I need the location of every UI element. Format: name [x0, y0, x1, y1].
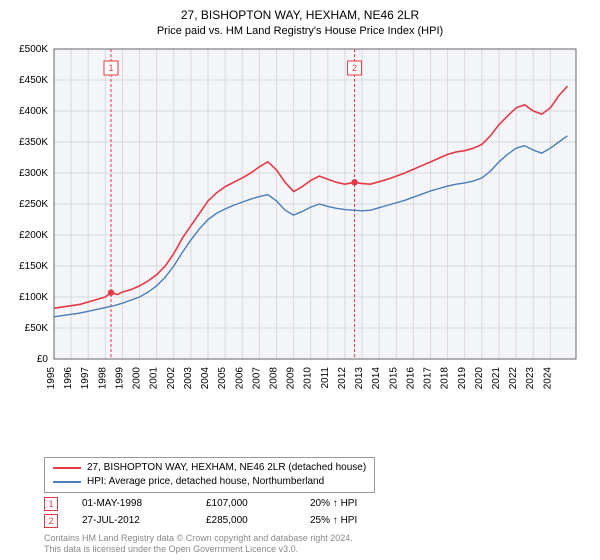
svg-text:£50K: £50K	[25, 323, 49, 334]
svg-text:£350K: £350K	[19, 137, 48, 148]
marker-badge-1: 1	[44, 497, 58, 511]
svg-text:2010: 2010	[303, 366, 314, 389]
marker-hpi-2: 25% ↑ HPI	[310, 515, 357, 526]
svg-text:2: 2	[352, 63, 357, 73]
svg-text:£500K: £500K	[19, 44, 48, 55]
legend-label-hpi: HPI: Average price, detached house, Nort…	[87, 475, 324, 489]
svg-text:2015: 2015	[388, 366, 399, 389]
svg-text:2023: 2023	[525, 366, 536, 389]
svg-text:£250K: £250K	[19, 199, 48, 210]
svg-text:2011: 2011	[320, 366, 331, 388]
footer-line-2: This data is licensed under the Open Gov…	[44, 544, 590, 556]
svg-text:2014: 2014	[371, 366, 382, 389]
svg-text:1996: 1996	[63, 366, 74, 389]
svg-text:2020: 2020	[474, 366, 485, 389]
line-chart-svg: £0 £50K £100K £150K £200K £250K £300K £350K £400…	[10, 43, 590, 401]
svg-text:1: 1	[108, 63, 113, 73]
svg-text:2009: 2009	[286, 366, 297, 389]
svg-text:£400K: £400K	[19, 106, 48, 117]
chart-area: £0 £50K £100K £150K £200K £250K £300K £350K £400…	[10, 43, 590, 453]
legend-label-property: 27, BISHOPTON WAY, HEXHAM, NE46 2LR (det…	[87, 461, 366, 475]
svg-text:2000: 2000	[132, 366, 143, 389]
svg-text:£100K: £100K	[19, 292, 48, 303]
svg-text:2013: 2013	[354, 366, 365, 389]
svg-text:2019: 2019	[457, 366, 468, 389]
marker-table: 1 01-MAY-1998 £107,000 20% ↑ HPI 2 27-JU…	[44, 497, 590, 531]
marker-badge-2: 2	[44, 514, 58, 528]
svg-text:1999: 1999	[114, 366, 125, 389]
svg-text:2003: 2003	[183, 366, 194, 389]
svg-text:£450K: £450K	[19, 75, 48, 86]
svg-text:2018: 2018	[440, 366, 451, 389]
legend-item-property: 27, BISHOPTON WAY, HEXHAM, NE46 2LR (det…	[53, 461, 366, 475]
svg-text:2017: 2017	[423, 366, 434, 389]
svg-text:1995: 1995	[46, 366, 57, 389]
svg-text:2004: 2004	[200, 366, 211, 389]
svg-text:1997: 1997	[80, 366, 91, 389]
chart-subtitle: Price paid vs. HM Land Registry's House …	[10, 25, 590, 37]
svg-text:2012: 2012	[337, 366, 348, 389]
legend-swatch-hpi	[53, 481, 81, 483]
chart-container: 27, BISHOPTON WAY, HEXHAM, NE46 2LR Pric…	[0, 0, 600, 560]
marker-date-1: 01-MAY-1998	[82, 498, 182, 509]
svg-text:2001: 2001	[149, 366, 160, 389]
svg-text:2022: 2022	[508, 366, 519, 389]
svg-text:2007: 2007	[251, 366, 262, 389]
svg-text:£300K: £300K	[19, 168, 48, 179]
svg-text:2016: 2016	[405, 366, 416, 389]
svg-text:1998: 1998	[97, 366, 108, 389]
marker-date-2: 27-JUL-2012	[82, 515, 182, 526]
svg-text:2005: 2005	[217, 366, 228, 389]
marker-hpi-1: 20% ↑ HPI	[310, 498, 357, 509]
svg-text:2008: 2008	[268, 366, 279, 389]
legend-swatch-property	[53, 467, 81, 469]
footer-line-1: Contains HM Land Registry data © Crown c…	[44, 533, 590, 545]
svg-text:£200K: £200K	[19, 230, 48, 241]
svg-text:£150K: £150K	[19, 261, 48, 272]
svg-text:£0: £0	[37, 354, 49, 365]
marker-price-2: £285,000	[206, 515, 286, 526]
chart-title: 27, BISHOPTON WAY, HEXHAM, NE46 2LR	[10, 8, 590, 24]
svg-text:2021: 2021	[491, 366, 502, 389]
attribution-footer: Contains HM Land Registry data © Crown c…	[44, 533, 590, 556]
svg-text:2024: 2024	[542, 366, 553, 389]
marker-row-1: 1 01-MAY-1998 £107,000 20% ↑ HPI	[44, 497, 590, 511]
legend-item-hpi: HPI: Average price, detached house, Nort…	[53, 475, 366, 489]
legend: 27, BISHOPTON WAY, HEXHAM, NE46 2LR (det…	[44, 457, 375, 493]
svg-text:2002: 2002	[166, 366, 177, 389]
svg-text:2006: 2006	[234, 366, 245, 389]
marker-price-1: £107,000	[206, 498, 286, 509]
marker-row-2: 2 27-JUL-2012 £285,000 25% ↑ HPI	[44, 514, 590, 528]
